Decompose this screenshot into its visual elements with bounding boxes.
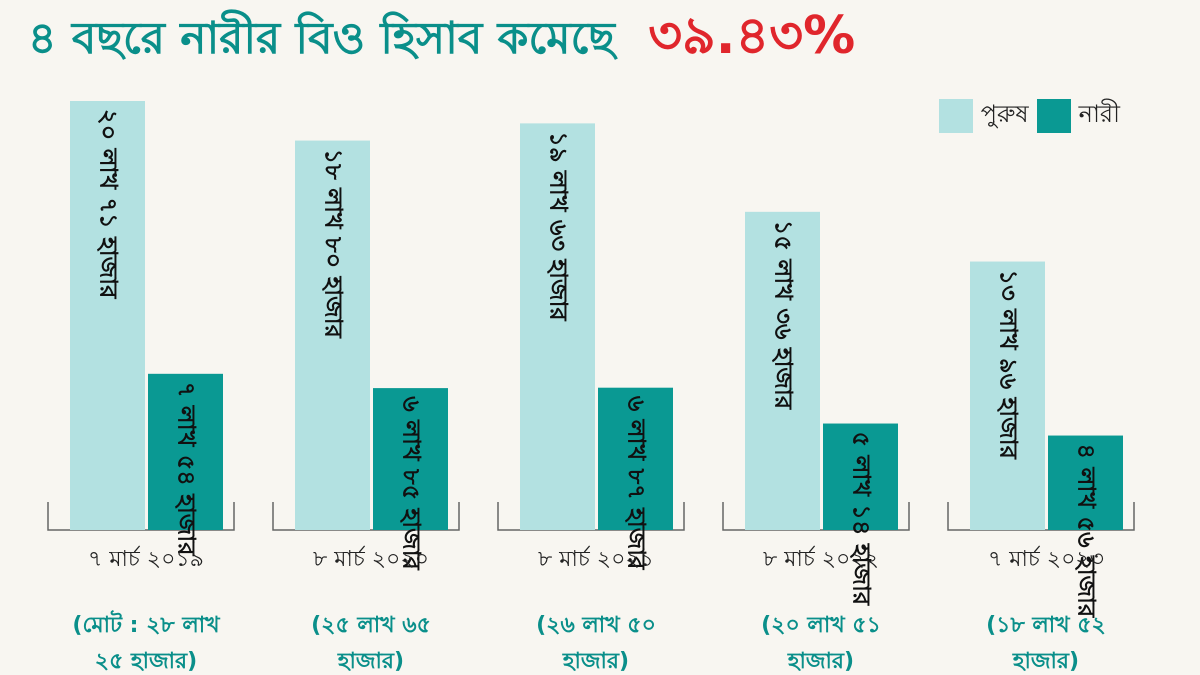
title-highlight: ৩৯.৪৩%: [648, 6, 856, 66]
data-label-male: ১৮ লাখ ৮০ হাজার: [320, 149, 348, 339]
chart-title: ৪ বছরে নারীর বিও হিসাব কমেছে ৩৯.৪৩%: [28, 4, 855, 71]
data-label-female: ৬ লাখ ৮৫ হাজার: [398, 396, 426, 570]
x-tick-label: ৮ মার্চ ২০২০: [313, 545, 429, 572]
data-label-female: ৫ লাখ ১৪ হাজার: [848, 432, 876, 606]
legend: পুরুষ নারী: [938, 96, 1120, 136]
x-tick-label: ৮ মার্চ ২০২২: [763, 545, 879, 572]
bar-female: [148, 373, 223, 530]
total-label: (২৬ লাখ ৫০: [536, 613, 656, 638]
data-label-male: ১৫ লাখ ৩৬ হাজার: [770, 220, 798, 410]
bar-male: [745, 211, 820, 531]
bar-female: [373, 388, 448, 530]
data-label-female: ৭ লাখ ৫৪ হাজার: [173, 382, 201, 556]
x-tick-label: ৮ মার্চ ২০২১: [538, 545, 654, 572]
total-label: হাজার): [562, 649, 629, 674]
bar-female: [598, 387, 673, 530]
legend-swatch-female: [1036, 99, 1071, 133]
x-tick-label: ৭ মার্চ ২০২৩: [988, 545, 1104, 572]
total-label: হাজার): [1012, 649, 1079, 674]
legend-swatch-male: [938, 99, 973, 133]
bar-male: [70, 101, 145, 530]
data-label-female: ৪ লাখ ৫৬ হাজার: [1073, 444, 1101, 618]
total-label: (মোট : ২৮ লাখ: [72, 610, 221, 638]
title-text: ৪ বছরে নারীর বিও হিসাব কমেছে: [28, 13, 615, 64]
bar-male: [295, 140, 370, 531]
bar-male: [970, 261, 1045, 530]
total-label: হাজার): [337, 649, 404, 674]
total-label: ২৫ হাজার): [95, 649, 197, 674]
data-label-male: ১৩ লাখ ৯৬ হাজার: [995, 270, 1023, 460]
x-tick-label: ৭ মার্চ ২০১৯: [88, 545, 204, 572]
total-label: (২৫ লাখ ৬৫: [311, 613, 431, 638]
total-label: (১৮ লাখ ৫২: [986, 613, 1106, 638]
legend-label-male: পুরুষ: [980, 100, 1029, 128]
legend-label-female: নারী: [1078, 100, 1120, 128]
data-label-male: ২০ লাখ ৭১ হাজার: [95, 109, 123, 299]
total-label: (২০ লাখ ৫১: [761, 613, 881, 638]
bar-male: [520, 123, 595, 530]
bar-female: [1048, 435, 1123, 530]
data-label-female: ৬ লাখ ৮৭ হাজার: [623, 396, 651, 570]
bar-female: [823, 423, 898, 530]
total-label: হাজার): [787, 649, 854, 674]
data-label-male: ১৯ লাখ ৬৩ হাজার: [545, 131, 573, 321]
